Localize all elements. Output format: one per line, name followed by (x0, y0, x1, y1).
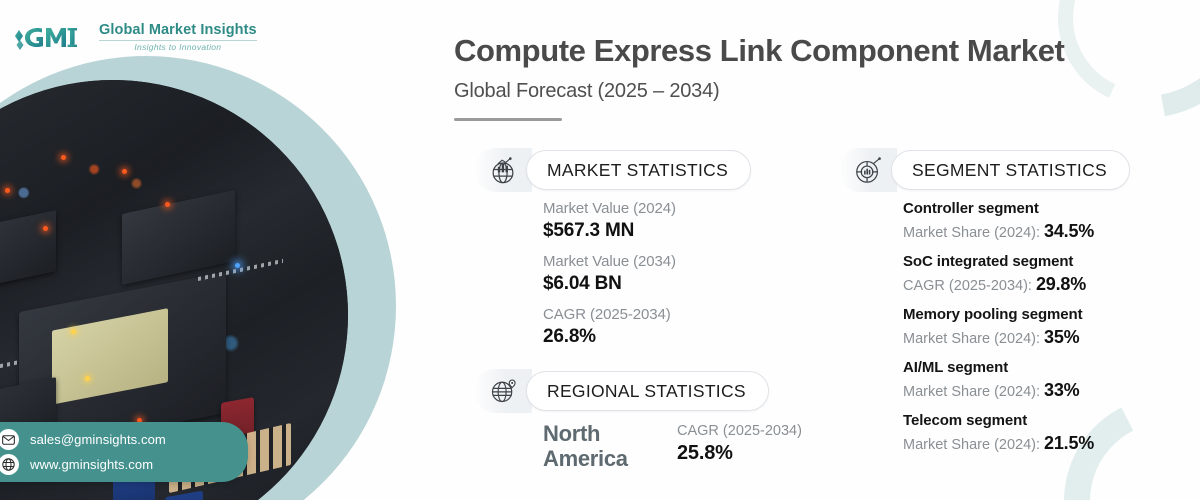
segment-metric: Market Share (2024): 21.5% (903, 431, 1094, 456)
market-statistics-list: Market Value (2024) $567.3 MN Market Val… (543, 199, 676, 350)
market-stat-label: Market Value (2024) (543, 200, 676, 217)
segment-name: AI/ML segment (903, 359, 1009, 377)
market-statistics-header: MARKET STATISTICS (474, 148, 752, 192)
pcb-chip (0, 210, 57, 294)
donut-chart-icon (856, 157, 881, 183)
segment-name: Controller segment (903, 200, 1039, 217)
globe-bar-chart-icon (492, 157, 514, 184)
globe-icon (0, 454, 19, 475)
segment-metric: Market Share (2024): 33% (903, 378, 1094, 403)
pcb-led (84, 376, 90, 382)
market-statistics-icon-wrap (474, 148, 532, 192)
regional-statistics-header: REGIONAL STATISTICS (474, 369, 769, 413)
segment-metric-label: Market Share (2024): (903, 330, 1045, 347)
segment-item: AI/ML segment Market Share (2024): 33% (903, 358, 1094, 402)
pcb-chip (122, 190, 236, 285)
segment-item: SoC integrated segment CAGR (2025-2034):… (903, 252, 1094, 296)
pcb-led (136, 418, 142, 424)
regional-statistics-icon-wrap (474, 369, 532, 413)
globe-glyph (2, 458, 15, 471)
segment-metric: CAGR (2025-2034): 29.8% (903, 272, 1094, 297)
segment-metric-value: 34.5% (1044, 220, 1095, 241)
page-subtitle: Global Forecast (2025 – 2034) (454, 79, 720, 102)
contact-email: sales@gminsights.com (30, 432, 166, 447)
regional-statistics-body: North America CAGR (2025-2034) 25.8% (543, 421, 802, 471)
pcb-led (4, 188, 10, 194)
segment-item: Controller segment Market Share (2024): … (903, 199, 1094, 243)
title-divider (454, 117, 562, 121)
market-stat-item: Market Value (2034) $6.04 BN (543, 252, 676, 297)
segment-metric-value: 21.5% (1044, 432, 1095, 453)
segment-name: Telecom segment (903, 412, 1028, 430)
pcb-led (70, 329, 76, 335)
circuit-board-photo (0, 80, 348, 500)
decorative-arc-bottom-right-inner (1086, 410, 1200, 500)
segment-metric: Market Share (2024): 35% (903, 325, 1094, 350)
segment-metric-value: 29.8% (1035, 273, 1087, 294)
page-title: Compute Express Link Component Market (454, 33, 1065, 68)
segment-metric-label: CAGR (2025-2034): (903, 277, 1036, 294)
regional-statistics-heading: REGIONAL STATISTICS (547, 380, 746, 401)
segment-metric-value: 33% (1044, 379, 1080, 400)
segment-item: Telecom segment Market Share (2024): 21.… (903, 411, 1094, 455)
region-cagr-value: 25.8% (677, 441, 733, 464)
segment-statistics-heading: SEGMENT STATISTICS (912, 159, 1108, 180)
contact-email-row[interactable]: sales@gminsights.com (0, 429, 238, 450)
region-name: North America (543, 421, 628, 471)
market-statistics-heading: MARKET STATISTICS (547, 159, 729, 180)
contact-bar: sales@gminsights.com www.gminsights.com (0, 422, 248, 482)
segment-statistics-list: Controller segment Market Share (2024): … (903, 199, 1094, 455)
brand-name: Global Market Insights (99, 22, 257, 38)
market-stat-item: Market Value (2024) $567.3 MN (543, 199, 676, 244)
market-stat-value: $567.3 MN (543, 220, 635, 242)
regional-statistics-pill: REGIONAL STATISTICS (526, 371, 769, 411)
logo-text-block: Global Market Insights Insights to Innov… (99, 22, 257, 52)
segment-metric: Market Share (2024): 34.5% (903, 219, 1094, 244)
gmi-logo-mark-icon (15, 28, 77, 50)
contact-website-row[interactable]: www.gminsights.com (0, 454, 238, 475)
segment-metric-label: Market Share (2024): (903, 436, 1045, 453)
pcb-led (42, 225, 48, 231)
segment-statistics-icon-wrap (839, 148, 897, 192)
segment-statistics-pill: SEGMENT STATISTICS (891, 150, 1131, 190)
region-cagr-block: CAGR (2025-2034) 25.8% (677, 422, 802, 466)
market-stat-value: $6.04 BN (543, 273, 622, 295)
segment-metric-value: 35% (1044, 326, 1080, 347)
segment-item: Memory pooling segment Market Share (202… (903, 305, 1094, 349)
segment-name: SoC integrated segment (903, 253, 1074, 271)
pcb-led (164, 202, 170, 208)
title-block: Compute Express Link Component Market Gl… (454, 33, 1065, 121)
market-stat-label: Market Value (2034) (543, 252, 676, 270)
segment-statistics-header: SEGMENT STATISTICS (839, 148, 1131, 192)
brand-tagline: Insights to Innovation (134, 42, 222, 52)
market-stat-value: 26.8% (543, 326, 596, 348)
region-cagr-label: CAGR (2025-2034) (677, 423, 802, 439)
segment-metric-label: Market Share (2024): (903, 383, 1045, 400)
segment-name: Memory pooling segment (903, 306, 1083, 324)
market-stat-item: CAGR (2025-2034) 26.8% (543, 305, 676, 350)
logo-divider (99, 40, 257, 41)
pcb-led (122, 169, 128, 175)
pcb-pin-row (0, 360, 19, 387)
segment-metric-label: Market Share (2024): (903, 224, 1045, 241)
envelope-glyph (2, 434, 15, 445)
brand-logo[interactable]: Global Market Insights Insights to Innov… (14, 22, 257, 52)
pcb-led (61, 155, 67, 161)
contact-website: www.gminsights.com (30, 457, 154, 472)
pcb-led (235, 263, 241, 269)
globe-pin-icon (491, 379, 516, 403)
market-stat-label: CAGR (2025-2034) (543, 305, 671, 323)
market-statistics-pill: MARKET STATISTICS (526, 150, 752, 190)
envelope-icon (0, 429, 19, 450)
